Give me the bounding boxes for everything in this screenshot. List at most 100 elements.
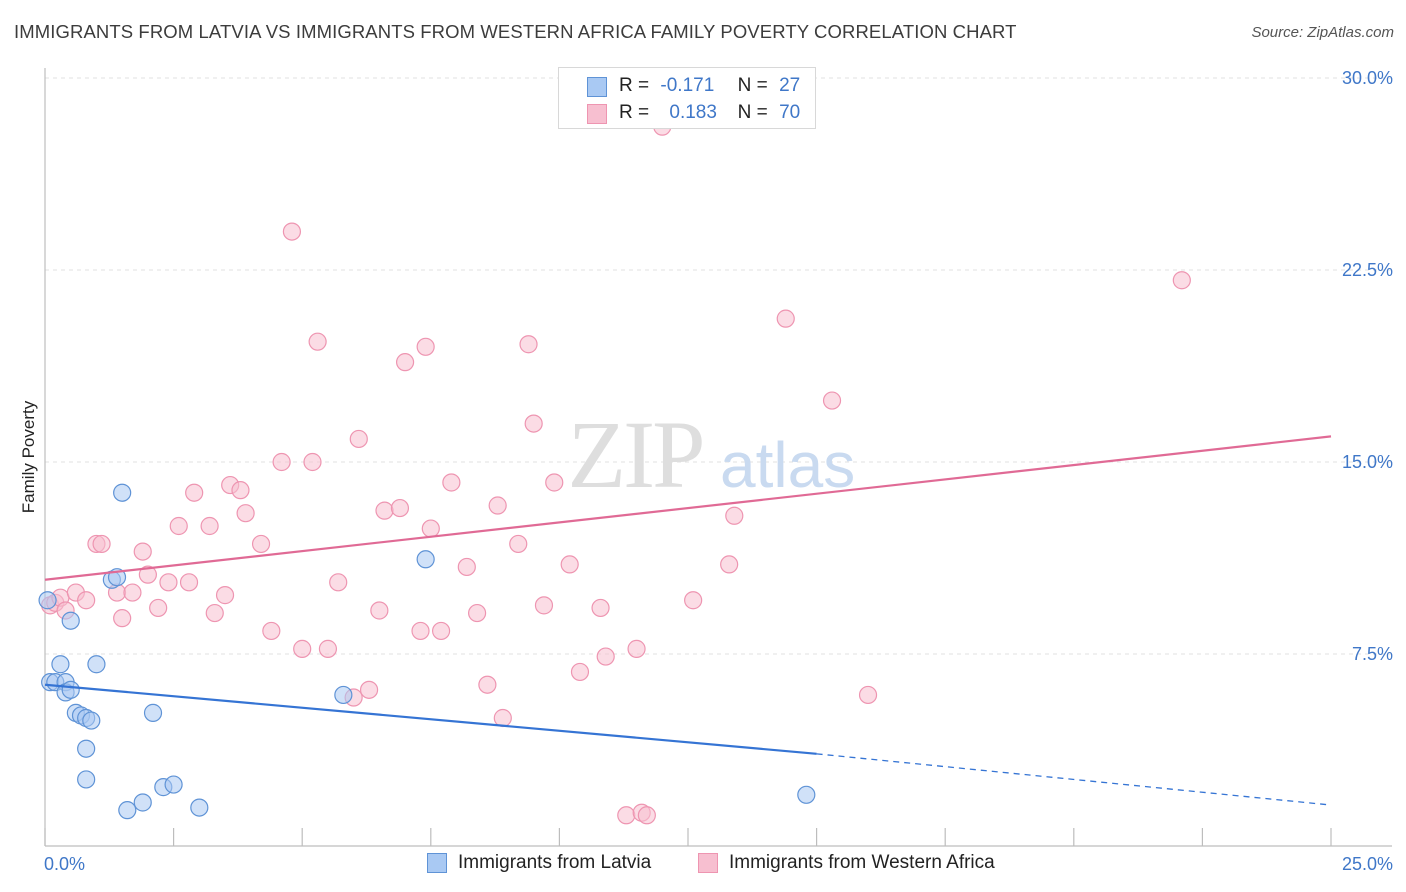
western-africa-point xyxy=(262,621,281,641)
western-africa-point xyxy=(231,481,250,500)
latvia-point xyxy=(77,770,96,789)
western-africa-point xyxy=(493,708,512,728)
western-africa-point xyxy=(215,586,235,605)
western-africa-point xyxy=(370,601,389,620)
western-africa-point xyxy=(375,501,394,520)
legend-n-label: N = xyxy=(737,75,768,96)
western-africa-point xyxy=(467,603,487,623)
western-africa-point xyxy=(92,534,111,554)
data-points xyxy=(38,117,1191,825)
watermark-atlas: atlas xyxy=(720,429,855,501)
chart-title: IMMIGRANTS FROM LATVIA VS IMMIGRANTS FRO… xyxy=(14,21,1017,42)
western-africa-point xyxy=(637,806,656,825)
latvia-point xyxy=(82,711,101,730)
western-africa-point xyxy=(545,473,564,492)
latvia-point xyxy=(416,550,435,569)
western-africa-point xyxy=(596,647,615,666)
latvia-point xyxy=(133,793,152,812)
legend-label-western-africa: Immigrants from Western Africa xyxy=(729,852,995,873)
western-africa-point xyxy=(308,332,327,351)
western-africa-point xyxy=(684,591,703,610)
western-africa-point xyxy=(149,598,168,618)
legend-r-label: R = xyxy=(619,102,650,123)
axes xyxy=(44,68,1392,847)
x-tick-label: 25.0% xyxy=(1342,854,1393,874)
y-tick-label: 15.0% xyxy=(1342,452,1393,472)
legend-swatch-western-africa xyxy=(698,853,718,873)
western-africa-point xyxy=(318,639,338,658)
western-africa-point xyxy=(627,639,646,658)
western-africa-point xyxy=(138,565,157,584)
western-africa-point xyxy=(822,391,842,410)
western-africa-point xyxy=(720,555,739,574)
y-axis-label: Family Poverty xyxy=(19,400,38,513)
western-africa-point xyxy=(442,473,461,492)
legend-n-value: 27 xyxy=(779,75,801,96)
legend-swatch-latvia xyxy=(587,77,607,97)
correlation-legend: R = -0.171 N = 27 R = 0.183 N = 70 xyxy=(558,67,816,129)
western-africa-point xyxy=(411,621,430,641)
legend-swatch-latvia xyxy=(427,853,447,873)
western-africa-point xyxy=(179,573,199,592)
western-africa-point xyxy=(725,506,744,525)
western-africa-point xyxy=(159,573,178,592)
western-africa-point xyxy=(303,452,322,472)
western-africa-point xyxy=(77,591,96,610)
latvia-point xyxy=(87,655,106,674)
latvia-point xyxy=(113,483,132,502)
western-africa-point xyxy=(617,806,636,825)
western-africa-point xyxy=(524,414,543,433)
latvia-point xyxy=(164,775,183,794)
latvia-trend-extension xyxy=(816,753,1332,806)
western-africa-point xyxy=(205,603,224,623)
western-africa-point xyxy=(169,516,188,536)
western-africa-point xyxy=(395,353,415,372)
latvia-point xyxy=(797,785,816,804)
latvia-point xyxy=(38,591,57,610)
legend-r-value: 0.183 xyxy=(669,102,717,123)
watermark: ZIP atlas xyxy=(568,401,856,508)
western-africa-point xyxy=(359,680,379,699)
western-africa-trend-line xyxy=(44,435,1332,581)
western-africa-point xyxy=(570,662,590,682)
western-africa-point xyxy=(560,555,579,574)
western-africa-point xyxy=(488,496,507,515)
western-africa-point xyxy=(133,542,152,561)
western-africa-point xyxy=(776,309,795,328)
western-africa-point xyxy=(236,504,255,523)
y-tick-label: 7.5% xyxy=(1352,644,1393,664)
legend-n-label: N = xyxy=(737,102,768,123)
western-africa-point xyxy=(457,557,476,577)
latvia-point xyxy=(61,611,80,630)
legend-n-value: 70 xyxy=(779,102,801,123)
western-africa-point xyxy=(478,675,497,694)
legend-swatch-western-africa xyxy=(587,104,607,124)
western-africa-point xyxy=(251,534,271,554)
western-africa-point xyxy=(349,429,368,449)
western-africa-point xyxy=(293,639,312,658)
western-africa-point xyxy=(421,519,440,538)
western-africa-point xyxy=(200,516,219,536)
western-africa-point xyxy=(272,452,291,472)
y-tick-label: 22.5% xyxy=(1342,260,1393,280)
western-africa-point xyxy=(591,598,610,618)
western-africa-point xyxy=(534,596,554,615)
latvia-point xyxy=(190,798,209,817)
western-africa-point xyxy=(282,222,302,241)
western-africa-point xyxy=(123,583,142,602)
latvia-point xyxy=(61,680,80,699)
latvia-point xyxy=(143,703,163,722)
western-africa-point xyxy=(329,573,348,592)
source-label: Source: ZipAtlas.com xyxy=(1251,24,1394,41)
legend-r-label: R = xyxy=(619,75,650,96)
y-tick-label: 30.0% xyxy=(1342,68,1393,88)
western-africa-point xyxy=(416,337,435,356)
latvia-trend-line xyxy=(44,683,817,755)
legend-r-value: -0.171 xyxy=(660,75,715,96)
latvia-point xyxy=(334,685,353,705)
western-africa-point xyxy=(1172,271,1191,290)
western-africa-point xyxy=(858,685,878,705)
western-africa-point xyxy=(519,335,538,354)
western-africa-point xyxy=(509,534,528,554)
